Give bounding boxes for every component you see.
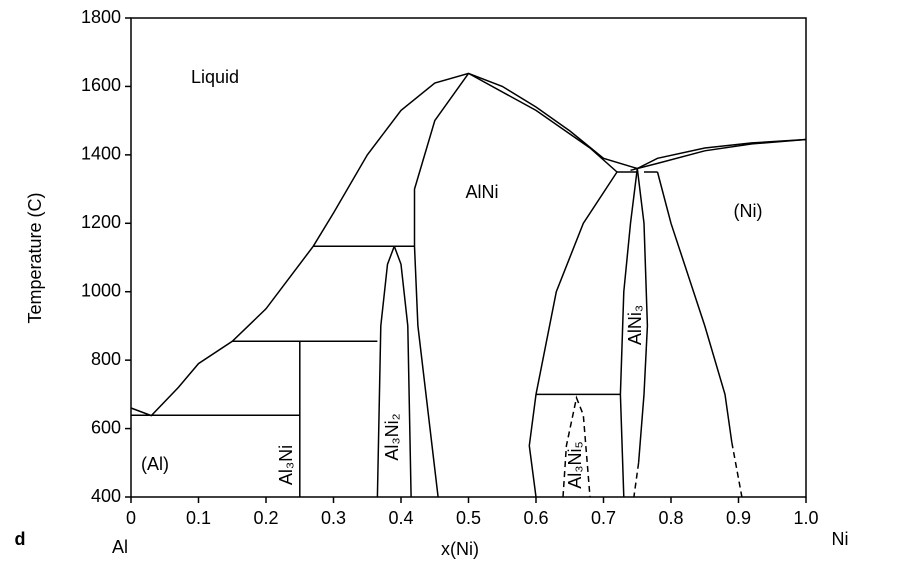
x-tick-label: 0.6 bbox=[523, 508, 548, 528]
x-tick-label: 0.8 bbox=[658, 508, 683, 528]
phase-boundary bbox=[636, 168, 649, 463]
y-tick-label: 400 bbox=[91, 486, 121, 506]
plot-frame bbox=[130, 17, 807, 498]
phase-boundary bbox=[619, 168, 639, 498]
annotation: AlNi bbox=[465, 182, 498, 202]
y-tick-label: 1000 bbox=[81, 280, 121, 300]
y-tick-label: 1200 bbox=[81, 212, 121, 232]
y-tick-label: 1800 bbox=[81, 7, 121, 27]
phase-boundary bbox=[468, 72, 618, 173]
annotation: Al₃Ni₂ bbox=[382, 413, 402, 460]
x-tick-label: 0.3 bbox=[321, 508, 346, 528]
annotation: Al₃Ni bbox=[276, 445, 296, 485]
phase-boundary bbox=[656, 171, 733, 443]
x-tick-label: 0.9 bbox=[726, 508, 751, 528]
x-tick-label: 1.0 bbox=[793, 508, 818, 528]
y-axis-label: Temperature (C) bbox=[25, 192, 45, 323]
x-tick-label: 0.2 bbox=[253, 508, 278, 528]
phase-boundary bbox=[630, 138, 807, 172]
annotation: Ni bbox=[832, 529, 849, 549]
annotation: (Al) bbox=[141, 454, 169, 474]
annotation: Liquid bbox=[191, 67, 239, 87]
y-tick-label: 1600 bbox=[81, 75, 121, 95]
phase-boundary bbox=[393, 245, 412, 498]
x-tick-label: 0.4 bbox=[388, 508, 413, 528]
phase-boundary bbox=[562, 395, 591, 498]
phase-boundary bbox=[130, 72, 638, 417]
x-tick-label: 0.5 bbox=[456, 508, 481, 528]
x-axis-label: x(Ni) bbox=[441, 539, 479, 559]
phase-boundary bbox=[633, 462, 640, 498]
phase-boundary bbox=[636, 138, 807, 170]
phase-boundary bbox=[413, 72, 470, 498]
annotation: Al₃Ni₅ bbox=[565, 441, 585, 489]
annotation: Al bbox=[112, 537, 128, 557]
annotation: d bbox=[15, 529, 26, 549]
annotation: (Ni) bbox=[734, 201, 763, 221]
y-tick-label: 1400 bbox=[81, 144, 121, 164]
phase-boundary bbox=[376, 245, 396, 498]
phase-boundary bbox=[528, 171, 618, 498]
x-tick-label: 0 bbox=[126, 508, 136, 528]
phase-boundary bbox=[731, 442, 743, 498]
x-tick-label: 0.7 bbox=[591, 508, 616, 528]
x-tick-label: 0.1 bbox=[186, 508, 211, 528]
annotation: AlNi₃ bbox=[625, 305, 645, 345]
y-tick-label: 800 bbox=[91, 349, 121, 369]
y-tick-label: 600 bbox=[91, 417, 121, 437]
